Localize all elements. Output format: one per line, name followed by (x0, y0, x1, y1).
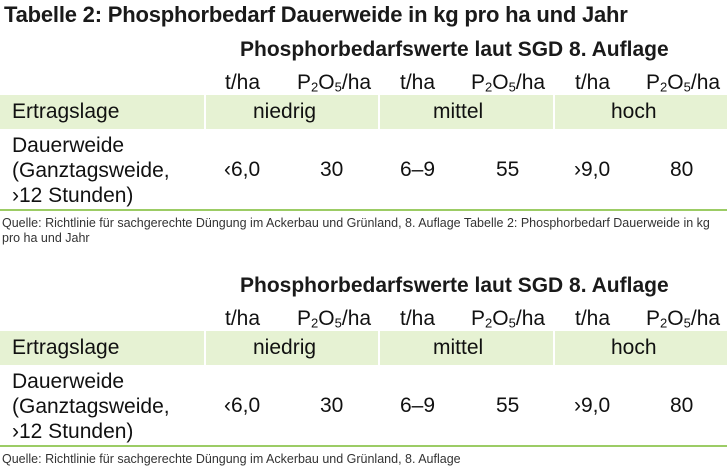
group-header: Phosphorbedarfswerte laut SGD 8. Auflage (240, 38, 669, 61)
unit-t-mittel: t/ha (400, 307, 436, 330)
ertragslage-band: Ertragslage niedrig mittel hoch (0, 95, 727, 129)
page-title: Tabelle 2: Phosphorbedarf Dauerweide in … (4, 2, 628, 27)
value-cell: 30 (320, 158, 344, 181)
unit-p-hoch: P2O5/ha (646, 71, 721, 95)
unit-p-mittel: P2O5/ha (471, 71, 546, 95)
source-note: Quelle: Richtlinie für sachgerechte Düng… (2, 452, 461, 466)
unit-p-niedrig: P2O5/ha (297, 71, 372, 95)
source-note: Quelle: Richtlinie für sachgerechte Düng… (2, 216, 710, 245)
level-niedrig: niedrig (253, 100, 317, 123)
level-mittel: mittel (433, 336, 484, 359)
unit-t-niedrig: t/ha (225, 71, 261, 94)
ertragslage-band: Ertragslage niedrig mittel hoch (0, 331, 727, 365)
unit-t-hoch: t/ha (575, 307, 611, 330)
unit-t-hoch: t/ha (575, 71, 611, 94)
value-cell: 55 (496, 394, 520, 417)
row-label-dauerweide: Dauerweide (Ganztagsweide, ›12 Stunden) (12, 134, 170, 207)
unit-p-niedrig: P2O5/ha (297, 307, 372, 331)
value-cell: ›9,0 (574, 394, 611, 417)
unit-p-hoch: P2O5/ha (646, 307, 721, 331)
table-bottom-rule (0, 445, 727, 447)
table-bottom-rule (0, 209, 727, 211)
value-cell: 80 (670, 158, 694, 181)
value-cell: 30 (320, 394, 344, 417)
value-cell: 6–9 (400, 158, 436, 181)
unit-t-niedrig: t/ha (225, 307, 261, 330)
band-label: Ertragslage (12, 336, 120, 359)
value-cell: ‹6,0 (224, 158, 261, 181)
value-cell: 55 (496, 158, 520, 181)
group-header: Phosphorbedarfswerte laut SGD 8. Auflage (240, 274, 669, 297)
value-cell: 6–9 (400, 394, 436, 417)
value-cell: 80 (670, 394, 694, 417)
level-niedrig: niedrig (253, 336, 317, 359)
level-mittel: mittel (433, 100, 484, 123)
unit-t-mittel: t/ha (400, 71, 436, 94)
unit-p-mittel: P2O5/ha (471, 307, 546, 331)
level-hoch: hoch (611, 336, 657, 359)
value-cell: ‹6,0 (224, 394, 261, 417)
level-hoch: hoch (611, 100, 657, 123)
value-cell: ›9,0 (574, 158, 611, 181)
band-label: Ertragslage (12, 100, 120, 123)
row-label-dauerweide: Dauerweide (Ganztagsweide, ›12 Stunden) (12, 370, 170, 443)
